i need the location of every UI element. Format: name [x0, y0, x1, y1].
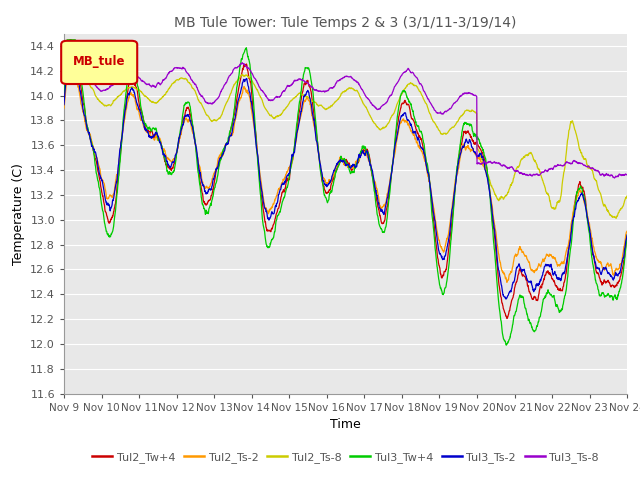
Legend: Tul2_Tw+4, Tul2_Ts-2, Tul2_Ts-8, Tul3_Tw+4, Tul3_Ts-2, Tul3_Ts-8: Tul2_Tw+4, Tul2_Ts-2, Tul2_Ts-8, Tul3_Tw…: [88, 447, 604, 467]
Title: MB Tule Tower: Tule Temps 2 & 3 (3/1/11-3/19/14): MB Tule Tower: Tule Temps 2 & 3 (3/1/11-…: [175, 16, 516, 30]
Text: MB_tule: MB_tule: [73, 55, 125, 68]
FancyBboxPatch shape: [61, 41, 137, 84]
Y-axis label: Temperature (C): Temperature (C): [12, 163, 24, 264]
X-axis label: Time: Time: [330, 418, 361, 431]
